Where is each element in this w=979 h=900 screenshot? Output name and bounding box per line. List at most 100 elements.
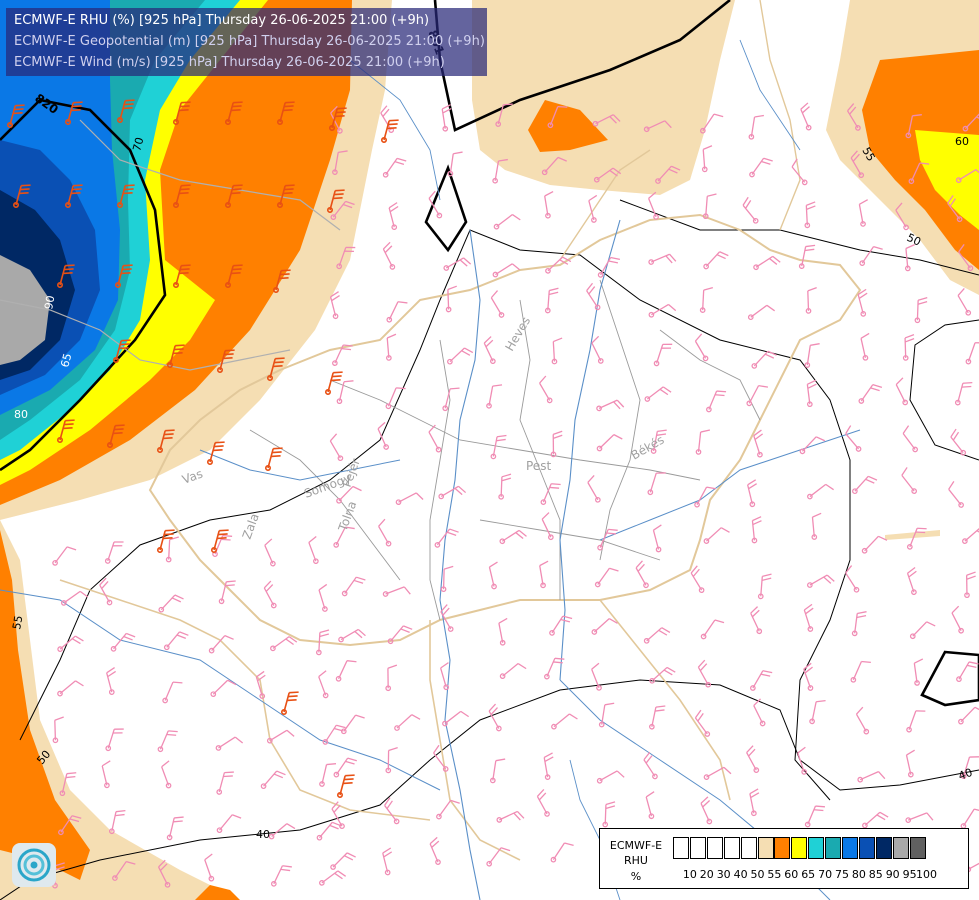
wind-barb [551, 713, 578, 730]
wind-barb [648, 191, 659, 220]
wind-barb [757, 573, 772, 600]
wind-barb [6, 104, 25, 129]
county-border-4 [329, 379, 701, 481]
river-4 [199, 449, 401, 481]
wind-barb [602, 801, 616, 828]
rhu-band-55-east [885, 530, 940, 540]
wind-barb [694, 333, 709, 362]
wind-barb [272, 269, 291, 294]
wind-barb [895, 202, 909, 231]
wind-barb [204, 853, 215, 882]
geopotential-contour-820 [0, 98, 167, 472]
county-border-7 [479, 519, 661, 561]
river-7 [349, 59, 441, 201]
wind-barb [442, 710, 470, 727]
wind-barb [913, 658, 924, 686]
wind-barb [319, 870, 347, 886]
wind-barb [105, 728, 124, 752]
wind-barb [703, 251, 729, 270]
wind-barb [798, 244, 816, 270]
legend-swatch [740, 837, 757, 859]
wind-barb [106, 424, 125, 449]
wind-barb [112, 339, 131, 364]
county-border-1 [429, 339, 451, 621]
wind-barb [648, 705, 666, 730]
wind-barb [172, 101, 191, 126]
legend-tick-label: 50 [750, 868, 765, 881]
border-north-east [759, 0, 801, 231]
wind-barb [56, 264, 75, 289]
wind-barb [172, 264, 191, 289]
wind-barb [649, 666, 676, 684]
wind-barb [318, 583, 328, 612]
wind-barb [266, 729, 295, 744]
wind-barb [746, 745, 760, 773]
wind-barb [380, 119, 399, 144]
wind-barb [59, 772, 77, 797]
wind-barb [544, 657, 565, 680]
legend-tick-label: 85 [868, 868, 883, 881]
wind-barb [550, 430, 563, 458]
river-5 [0, 589, 441, 791]
wind-barb [643, 751, 658, 780]
wind-barb [308, 535, 319, 565]
wind-barb [858, 383, 883, 404]
wind-barb [215, 736, 244, 751]
wind-barb [210, 679, 237, 698]
wind-barb [490, 290, 505, 318]
border-north [559, 149, 651, 261]
wind-barb [490, 434, 507, 460]
rhu-label-55: 55 [859, 145, 877, 164]
wind-barb [751, 516, 762, 544]
wind-barb [276, 101, 295, 126]
wind-barb [483, 336, 496, 365]
wind-barb [224, 101, 243, 126]
wind-barb [336, 774, 355, 799]
wind-barb [747, 304, 776, 321]
wind-barb [753, 429, 764, 458]
legend-tick-label: 95 [902, 868, 917, 881]
wind-barb [162, 681, 183, 704]
legend-swatch [723, 837, 740, 859]
wind-barb [703, 766, 732, 780]
wind-barb [597, 256, 621, 278]
wind-barb [333, 757, 357, 778]
wind-barb [318, 670, 329, 699]
wind-barb [648, 303, 677, 318]
wind-barb [385, 664, 398, 692]
wind-barb [52, 546, 77, 566]
wind-barb [543, 752, 554, 781]
wind-barb [850, 150, 865, 179]
wind-barb [551, 337, 563, 365]
wind-barb [905, 812, 934, 823]
rhu-contour-50-ne [619, 199, 979, 276]
wind-barb [746, 384, 769, 407]
wind-barb [56, 419, 75, 444]
wind-barb [385, 387, 406, 410]
wind-barb [387, 625, 413, 645]
wind-barb [700, 796, 713, 825]
wind-barb [962, 113, 979, 132]
wind-barb [280, 691, 299, 716]
border-south [429, 620, 521, 861]
wind-barb [489, 758, 506, 784]
wind-barb [805, 286, 817, 314]
wind-barb [114, 264, 133, 289]
wind-barb [322, 724, 346, 745]
rhu-band-60-southwest [0, 530, 90, 880]
border-west-south [59, 579, 431, 821]
legend-swatch [791, 837, 808, 859]
wind-barb [58, 815, 82, 836]
wind-barb [498, 473, 512, 500]
wind-barb [486, 384, 503, 409]
wind-barb [438, 485, 467, 500]
wind-barb [635, 560, 649, 589]
river-8 [739, 39, 801, 151]
legend-swatch [892, 837, 909, 859]
wind-barb [156, 529, 175, 554]
wind-barb [804, 805, 825, 828]
rhu-label-90: 90 [42, 294, 57, 310]
wind-barb [440, 604, 454, 632]
wind-barb [218, 580, 236, 605]
